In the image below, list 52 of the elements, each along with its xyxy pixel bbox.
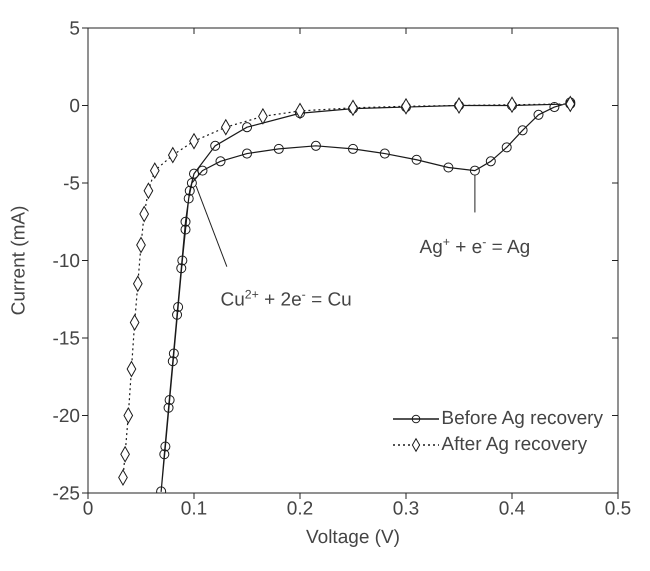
x-tick-label: 0.3: [392, 498, 420, 520]
legend-label: Before Ag recovery: [441, 408, 603, 430]
point: [549, 102, 560, 112]
y-tick-label: -20: [52, 406, 80, 428]
point: [215, 156, 226, 166]
y-tick-label: -10: [52, 251, 80, 272]
point: [188, 168, 200, 179]
point: [168, 348, 179, 359]
annotation: Cu$^{2+}$ + 2e$^{-}$ = Cu: [220, 287, 352, 310]
y-tick-label: 5: [69, 18, 80, 40]
point: [184, 193, 194, 204]
point: [176, 263, 186, 274]
point: [242, 122, 252, 132]
point: [210, 140, 220, 151]
y-tick-label: 0: [69, 96, 80, 118]
x-tick-label: 0.4: [498, 498, 526, 520]
point: [164, 402, 174, 413]
y-tick-label: -25: [52, 484, 80, 505]
point: [502, 142, 512, 152]
x-tick-label: 0.1: [180, 498, 208, 520]
point: [412, 154, 422, 165]
point: [518, 125, 528, 136]
x-tick-label: 0: [82, 498, 94, 520]
legend-label: After Ag recovery: [441, 434, 588, 456]
point: [159, 449, 170, 460]
point: [177, 255, 188, 266]
point: [168, 356, 178, 366]
point: [160, 441, 170, 452]
point: [443, 162, 454, 173]
point: [242, 148, 252, 159]
point: [180, 224, 191, 235]
x-axis-title: Voltage (V): [306, 527, 400, 548]
point: [310, 140, 321, 151]
point: [180, 216, 191, 227]
y-tick-label: -15: [52, 328, 80, 350]
point: [533, 110, 544, 120]
x-tick-label: 0.2: [286, 498, 314, 520]
point: [470, 166, 480, 176]
point: [172, 310, 182, 320]
point: [380, 148, 390, 159]
point: [197, 166, 208, 176]
annotation: Ag$^{+}$ + e$^{-}$ = Ag: [420, 234, 530, 258]
point: [486, 156, 496, 166]
point: [164, 394, 175, 406]
point: [184, 186, 195, 196]
point: [173, 302, 184, 312]
point: [274, 144, 284, 154]
y-tick-label: -5: [63, 174, 80, 195]
point: [348, 144, 358, 154]
point: [186, 178, 197, 188]
x-tick-label: 0.5: [604, 498, 632, 520]
y-axis-title: Current (mA): [8, 206, 30, 316]
